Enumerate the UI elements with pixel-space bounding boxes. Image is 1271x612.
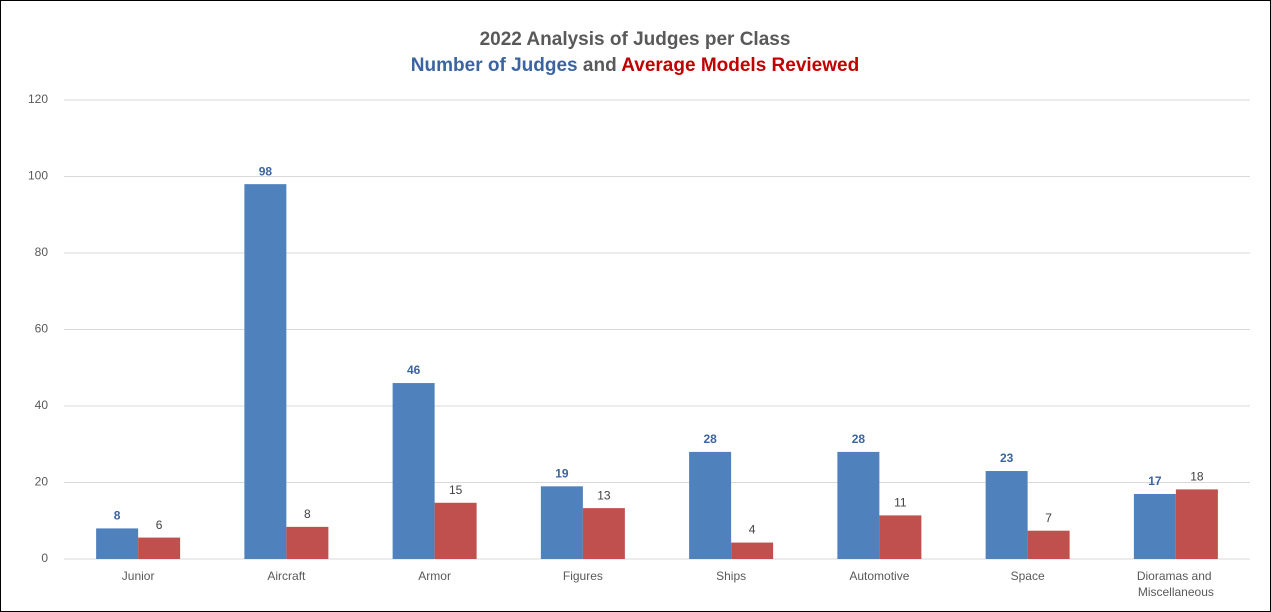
x-tick-label: Ships xyxy=(716,569,746,583)
data-label: 23 xyxy=(1000,451,1014,465)
data-label: 28 xyxy=(852,432,866,446)
y-tick-label: 40 xyxy=(35,398,49,412)
bar xyxy=(392,383,435,559)
bar xyxy=(1175,489,1218,559)
y-tick-label: 80 xyxy=(35,245,49,259)
y-tick-label: 100 xyxy=(28,169,48,183)
y-tick-label: 20 xyxy=(35,475,49,489)
y-tick-label: 60 xyxy=(35,322,49,336)
bar xyxy=(138,537,181,559)
subtitle-series-2: Average Models Reviewed xyxy=(621,55,859,76)
data-label: 98 xyxy=(259,164,273,178)
y-tick-label: 0 xyxy=(41,551,48,565)
bar xyxy=(1027,530,1070,559)
data-label: 28 xyxy=(703,432,717,446)
data-label: 6 xyxy=(156,518,163,532)
y-tick-label: 120 xyxy=(28,92,48,106)
x-tick-label: Armor xyxy=(418,569,451,583)
bar xyxy=(540,486,583,559)
x-tick-label-line: Miscellaneous xyxy=(1138,585,1214,599)
bar xyxy=(96,528,139,559)
data-label: 18 xyxy=(1190,470,1204,484)
bar xyxy=(286,526,329,559)
x-tick-label: Junior xyxy=(122,569,155,583)
bar xyxy=(731,542,774,559)
x-tick-label-line: Dioramas and xyxy=(1137,569,1215,583)
bar xyxy=(434,502,477,559)
x-tick-label: Space xyxy=(1011,569,1045,583)
bar xyxy=(985,471,1028,559)
data-label: 17 xyxy=(1148,474,1162,488)
bar xyxy=(582,508,625,559)
x-tick-label: Dioramas and Miscellaneous xyxy=(1137,569,1215,599)
data-label: 4 xyxy=(749,523,756,537)
data-label: 15 xyxy=(449,483,463,497)
bar xyxy=(244,184,287,559)
chart-subtitle: Number of Judges and Average Models Revi… xyxy=(411,55,859,76)
bar xyxy=(879,515,922,559)
data-label: 8 xyxy=(304,507,311,521)
x-tick-label: Figures xyxy=(563,569,603,583)
data-label: 13 xyxy=(597,488,611,502)
subtitle-connector: and xyxy=(583,55,617,76)
data-label: 8 xyxy=(114,509,121,523)
bar xyxy=(689,451,732,559)
bar xyxy=(837,451,880,559)
x-tick-label: Aircraft xyxy=(267,569,306,583)
bar xyxy=(1133,493,1176,559)
chart-title: 2022 Analysis of Judges per Class xyxy=(480,29,791,50)
subtitle-series-1: Number of Judges xyxy=(411,55,578,76)
data-label: 19 xyxy=(555,466,569,480)
x-tick-label: Automotive xyxy=(849,569,909,583)
data-label: 7 xyxy=(1045,511,1052,525)
data-label: 11 xyxy=(894,496,907,510)
data-label: 46 xyxy=(407,363,421,377)
